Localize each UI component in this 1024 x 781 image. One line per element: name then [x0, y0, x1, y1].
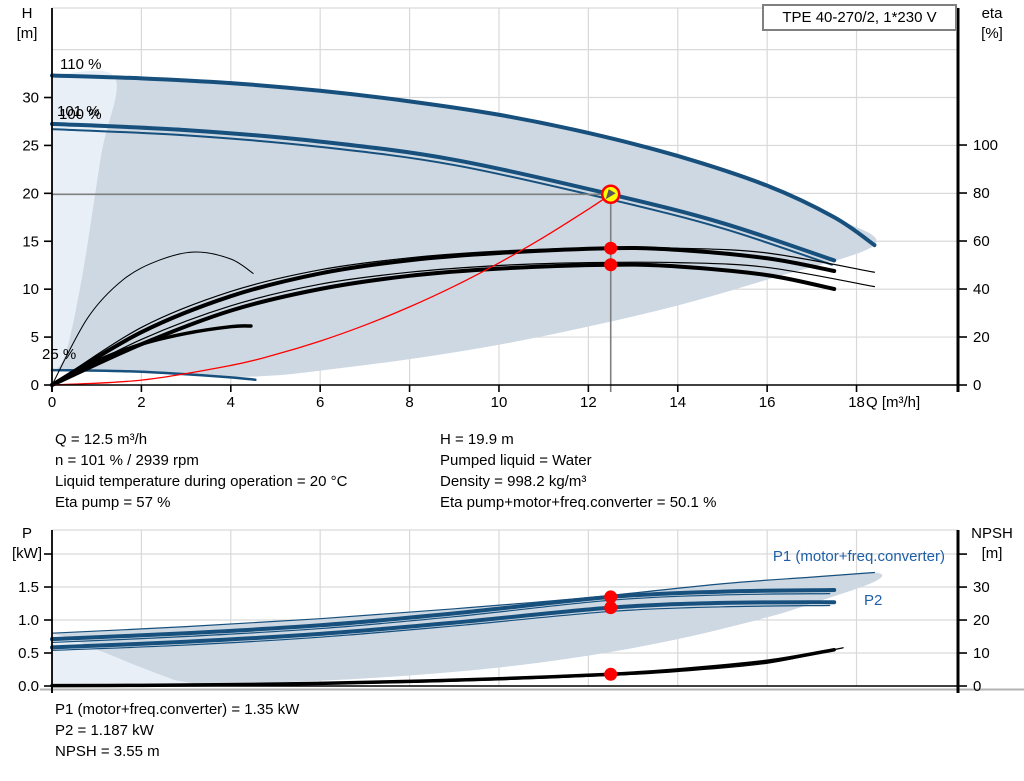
p2-curve-101: [50, 600, 837, 650]
x-tick-label: 0: [48, 394, 56, 411]
x-tick-label: 14: [669, 394, 686, 411]
info-p1: P1 (motor+freq.converter) = 1.35 kW: [55, 701, 300, 718]
curve-label-100: 100 %: [59, 106, 102, 123]
y-right-tick-label: 20: [973, 329, 990, 346]
y-left-tick-label: 30: [22, 90, 39, 107]
power-left-axis-title: P [kW]: [4, 524, 50, 564]
y-left-tick-label: 5: [31, 329, 39, 346]
p1-curve-101: [50, 587, 837, 642]
npsh-curve: [50, 647, 836, 688]
p2-curve-100: [51, 604, 831, 651]
duty-point-arrow-icon: [605, 189, 616, 200]
eta-pump-point: [604, 241, 618, 255]
x-tick-label: 16: [759, 394, 776, 411]
y-left-tick-label: 1.0: [18, 612, 39, 629]
head-left-axis-unit: [m]: [16, 25, 38, 42]
x-tick-label: 10: [491, 394, 508, 411]
power-right-axis-unit: [m]: [981, 545, 1003, 562]
curve-label-25: 25 %: [42, 346, 76, 363]
head-right-axis-title: eta [%]: [966, 4, 1018, 44]
info-flow: Q = 12.5 m³/h: [55, 431, 148, 448]
info-eta-total: Eta pump+motor+freq.converter = 50.1 %: [440, 494, 717, 511]
curve-label-110: 110 %: [60, 56, 101, 73]
info-speed: n = 101 % / 2939 rpm: [55, 452, 199, 469]
eta-curve-101: [50, 246, 837, 387]
info-p2: P2 = 1.187 kW: [55, 722, 154, 739]
y-left-tick-label: 25: [22, 137, 39, 154]
curve-label-101: 101 %: [57, 103, 100, 120]
y-right-tick-label: 100: [973, 137, 998, 154]
y-right-tick-label: 80: [973, 185, 990, 202]
y-left-tick-label: 0: [31, 377, 39, 394]
y-left-tick-label: 0.0: [18, 678, 39, 695]
eta-total-curve-110: [51, 261, 876, 386]
x-tick-label: 8: [405, 394, 413, 411]
info-density: Density = 998.2 kg/m³: [440, 473, 587, 490]
info-head: H = 19.9 m: [440, 431, 514, 448]
power-right-axis-quantity: NPSH: [971, 525, 1013, 542]
x-tick-label: 4: [227, 394, 235, 411]
y-left-tick-label: 15: [22, 233, 39, 250]
power-left-axis-quantity: P: [21, 525, 32, 542]
x-tick-label: 2: [137, 394, 145, 411]
info-eta-pump: Eta pump = 57 %: [55, 494, 171, 511]
pump-model-title: TPE 40-270/2, 1*230 V: [762, 4, 957, 31]
info-pumped-liquid: Pumped liquid = Water: [440, 452, 592, 469]
power-envelope: [52, 572, 883, 686]
power-left-axis-unit: [kW]: [12, 545, 42, 562]
eta-curve-110: [51, 247, 876, 386]
npsh-point: [604, 667, 618, 681]
y-right-tick-label: 40: [973, 281, 990, 298]
speed-curve-100: [51, 128, 833, 266]
control-curve: [51, 193, 612, 386]
y-left-tick-label: 0.5: [18, 645, 39, 662]
power-right-axis-title: NPSH [m]: [962, 524, 1022, 564]
p1-point: [604, 590, 618, 604]
x-tick-label: 12: [580, 394, 597, 411]
eta-curve-25: [50, 324, 253, 387]
p1-curve-100: [51, 593, 831, 644]
p2-point: [604, 601, 618, 615]
head-x-axis-title: Q [m³/h]: [866, 394, 921, 411]
y-right-tick-label: 0: [973, 678, 981, 695]
duty-info-right: H = 19.9 m Pumped liquid = Water Density…: [440, 429, 716, 513]
envelope-light-wedge: [52, 70, 117, 372]
pump-model-text: TPE 40-270/2, 1*230 V: [782, 9, 937, 26]
y-right-tick-label: 60: [973, 233, 990, 250]
speed-curve-25: [50, 368, 257, 381]
y-left-tick-label: 10: [22, 281, 39, 298]
speed-curve-101: [50, 121, 837, 263]
y-right-tick-label: 10: [973, 645, 990, 662]
y-right-tick-label: 0: [973, 377, 981, 394]
duty-info-left: Q = 12.5 m³/h n = 101 % / 2939 rpm Liqui…: [55, 429, 347, 513]
y-right-tick-label: 30: [973, 579, 990, 596]
x-tick-label: 18: [848, 394, 865, 411]
eta-total-curve-101: [50, 262, 837, 387]
eta-total-point: [604, 258, 618, 272]
head-right-axis-quantity: eta: [981, 5, 1003, 22]
info-npsh: NPSH = 3.55 m: [55, 743, 160, 760]
info-liquid-temperature: Liquid temperature during operation = 20…: [55, 473, 348, 490]
speed-curve-110: [50, 73, 877, 248]
y-left-tick-label: 1.5: [18, 579, 39, 596]
head-left-axis-quantity: H: [21, 5, 33, 22]
eta-curve-small-arc: [51, 251, 254, 386]
x-tick-label: 6: [316, 394, 324, 411]
curve-label-p2: P2: [864, 592, 882, 609]
curve-label-p1: P1 (motor+freq.converter): [773, 548, 945, 565]
y-right-tick-label: 20: [973, 612, 990, 629]
head-left-axis-title: H [m]: [6, 4, 48, 44]
y-left-tick-label: 20: [22, 185, 39, 202]
power-info: P1 (motor+freq.converter) = 1.35 kW P2 =…: [55, 699, 299, 762]
p1-curve-110: [51, 571, 876, 634]
head-right-axis-unit: [%]: [981, 25, 1003, 42]
